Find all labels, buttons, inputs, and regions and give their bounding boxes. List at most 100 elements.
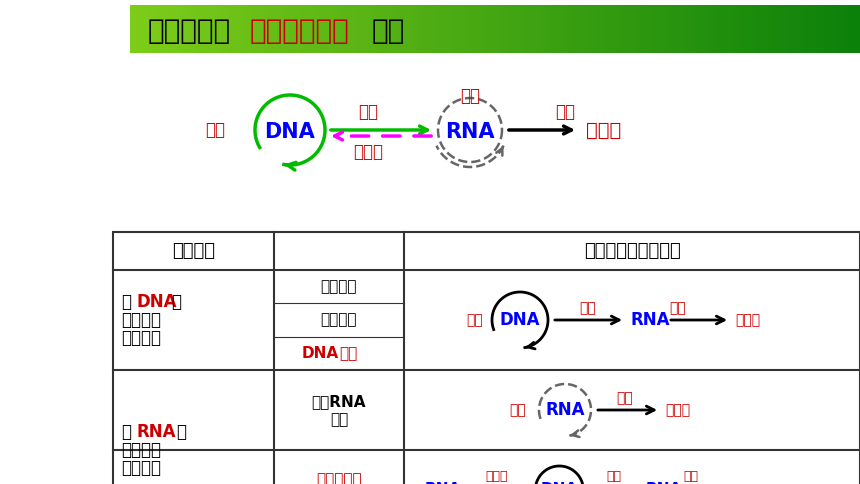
Bar	[312, 5, 320, 53]
Text: RNA: RNA	[445, 122, 494, 142]
Bar	[580, 5, 587, 53]
Bar	[702, 5, 709, 53]
Bar	[660, 5, 666, 53]
Bar	[781, 5, 788, 53]
Bar	[385, 5, 392, 53]
Text: 复制: 复制	[205, 121, 225, 139]
Text: RNA: RNA	[137, 423, 176, 441]
Bar	[842, 5, 849, 53]
Bar	[495, 5, 502, 53]
Bar	[294, 5, 301, 53]
Bar	[270, 5, 277, 53]
Bar	[440, 5, 447, 53]
Bar	[452, 5, 459, 53]
Text: 各种生物的: 各种生物的	[148, 17, 231, 45]
Bar	[416, 5, 423, 53]
Text: 翻译: 翻译	[555, 103, 575, 121]
Bar	[482, 5, 490, 53]
Bar	[191, 5, 198, 53]
Bar	[318, 5, 326, 53]
Bar	[233, 5, 241, 53]
Bar	[136, 5, 143, 53]
Bar	[373, 5, 380, 53]
Bar	[757, 5, 764, 53]
Bar	[161, 5, 168, 53]
Bar	[745, 5, 752, 53]
Bar	[306, 5, 314, 53]
Bar	[361, 5, 368, 53]
Text: RNA: RNA	[424, 483, 461, 484]
Bar	[787, 5, 794, 53]
Bar	[684, 5, 691, 53]
Bar	[209, 5, 216, 53]
Text: 一般RNA: 一般RNA	[311, 394, 366, 409]
Text: 蛋白质: 蛋白质	[665, 403, 690, 417]
Bar	[239, 5, 247, 53]
Text: 病毒: 病毒	[330, 412, 348, 427]
Bar	[593, 5, 599, 53]
Bar	[690, 5, 697, 53]
Bar	[641, 5, 648, 53]
Text: 病毒: 病毒	[339, 346, 357, 361]
Bar	[830, 5, 837, 53]
Bar	[167, 5, 174, 53]
Bar	[142, 5, 150, 53]
Bar	[197, 5, 204, 53]
Bar	[227, 5, 235, 53]
Text: 逆转录: 逆转录	[486, 469, 508, 483]
Bar	[708, 5, 715, 53]
Bar	[203, 5, 210, 53]
Bar	[525, 5, 532, 53]
Text: DNA: DNA	[302, 346, 339, 361]
Bar	[507, 5, 514, 53]
Bar	[464, 5, 471, 53]
Bar	[434, 5, 441, 53]
Text: RNA: RNA	[545, 401, 585, 419]
Bar	[629, 5, 636, 53]
Bar	[446, 5, 453, 53]
Bar	[458, 5, 465, 53]
Bar	[258, 5, 265, 53]
Bar	[811, 5, 819, 53]
Bar	[653, 5, 660, 53]
Text: DNA: DNA	[541, 483, 578, 484]
Text: RNA: RNA	[645, 483, 682, 484]
Bar	[751, 5, 758, 53]
Bar	[179, 5, 186, 53]
Bar	[696, 5, 703, 53]
Bar	[817, 5, 825, 53]
Bar	[805, 5, 813, 53]
Text: 逆转录病毒: 逆转录病毒	[316, 472, 362, 484]
Bar	[647, 5, 654, 53]
Text: 质的生物: 质的生物	[121, 329, 161, 347]
Bar	[678, 5, 685, 53]
Bar	[331, 5, 338, 53]
Text: 遗传信息传递: 遗传信息传递	[250, 17, 350, 45]
Bar	[775, 5, 782, 53]
Bar	[489, 5, 496, 53]
Text: 以: 以	[121, 423, 131, 441]
Text: 作: 作	[176, 423, 186, 441]
Bar	[574, 5, 581, 53]
Bar	[793, 5, 800, 53]
Bar	[611, 5, 617, 53]
Bar	[246, 5, 253, 53]
Bar	[714, 5, 721, 53]
Text: 复制: 复制	[467, 313, 483, 327]
Bar	[367, 5, 374, 53]
Text: DNA: DNA	[500, 311, 540, 329]
Bar	[410, 5, 417, 53]
Bar	[544, 5, 550, 53]
Bar	[501, 5, 508, 53]
Bar	[538, 5, 544, 53]
Bar	[732, 5, 740, 53]
Bar	[343, 5, 350, 53]
Text: 蛋白质: 蛋白质	[734, 483, 759, 484]
Text: 复制: 复制	[460, 87, 480, 105]
Bar	[550, 5, 556, 53]
Bar	[617, 5, 624, 53]
Bar	[288, 5, 295, 53]
Bar	[739, 5, 746, 53]
Bar	[623, 5, 630, 53]
Text: 逆转录: 逆转录	[353, 143, 383, 161]
